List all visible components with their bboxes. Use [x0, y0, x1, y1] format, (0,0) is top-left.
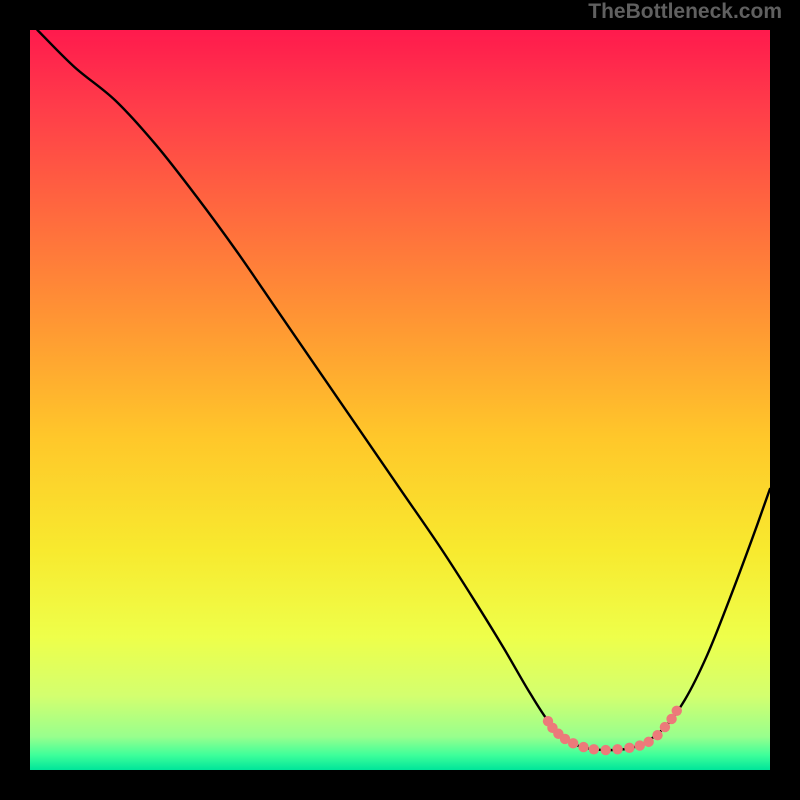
marker-dot — [643, 737, 653, 747]
chart-area — [30, 30, 770, 770]
marker-dot — [568, 738, 578, 748]
marker-dot — [652, 730, 662, 740]
marker-dot — [612, 744, 622, 754]
marker-dot — [601, 745, 611, 755]
marker-dot — [624, 743, 634, 753]
watermark-text: TheBottleneck.com — [588, 0, 782, 24]
marker-dot — [672, 706, 682, 716]
marker-dot — [589, 744, 599, 754]
curve-markers — [543, 706, 682, 756]
marker-dot — [635, 740, 645, 750]
bottleneck-curve — [37, 30, 770, 750]
chart-curve-layer — [30, 30, 770, 770]
marker-dot — [578, 742, 588, 752]
marker-dot — [660, 722, 670, 732]
